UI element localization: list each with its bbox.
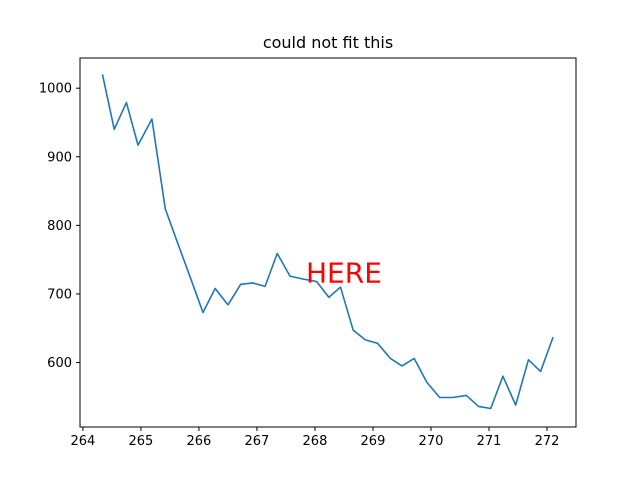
- x-tick-label: 270: [419, 434, 444, 449]
- chart-title: could not fit this: [263, 33, 393, 52]
- x-tick-label: 271: [477, 434, 502, 449]
- plot-frame: [79, 57, 577, 428]
- annotation-layer: HERE: [306, 256, 382, 289]
- x-axis: 264 265 266 267 268 269 270 271 272: [70, 427, 559, 449]
- y-tick-label: 1000: [39, 82, 72, 97]
- series-line-1: [101, 74, 554, 410]
- x-tick-label: 267: [245, 434, 270, 449]
- y-tick-label: 800: [47, 219, 72, 234]
- x-tick-label: 265: [128, 434, 153, 449]
- y-tick-label: 900: [47, 150, 72, 165]
- y-tick-label: 700: [47, 287, 72, 302]
- x-tick-label: 269: [361, 434, 386, 449]
- plot-area: [101, 74, 554, 410]
- y-axis: 600 700 800 900 1000: [39, 82, 80, 371]
- x-tick-label: 266: [187, 434, 212, 449]
- x-tick-label: 272: [535, 434, 560, 449]
- x-tick-label: 268: [303, 434, 328, 449]
- annotation-text: HERE: [306, 256, 382, 289]
- y-tick-label: 600: [47, 356, 72, 371]
- x-tick-label: 264: [70, 434, 95, 449]
